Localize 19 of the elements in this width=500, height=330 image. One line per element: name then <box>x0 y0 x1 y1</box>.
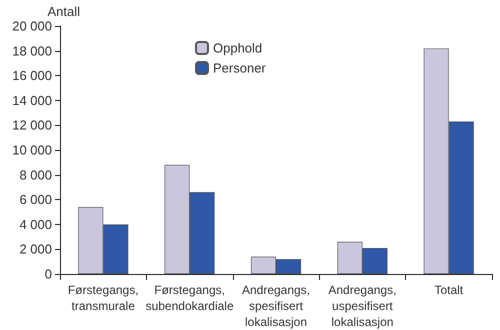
y-axis-title: Antall <box>47 4 80 19</box>
x-tick-label: Førstegangs, subendokardiale <box>146 283 234 313</box>
y-tick-label: 4 000 <box>19 216 52 232</box>
legend-label: Opphold <box>213 40 262 56</box>
y-tick-label: 14 000 <box>12 92 52 108</box>
y-tick-label: 12 000 <box>12 118 52 133</box>
y-tick-label: 6 000 <box>19 192 52 208</box>
y-tick-label: 8 000 <box>19 167 52 182</box>
y-tick-label: 20 000 <box>12 18 52 34</box>
y-tick-label: 0 <box>44 266 52 282</box>
y-tick-label: 16 000 <box>12 68 52 84</box>
x-tick-label: Andregangs, uspesifisert lokalisasjon <box>328 283 396 329</box>
y-tick-label: 10 000 <box>12 142 52 158</box>
x-tick-label: Førstegangs, transmurale <box>68 283 139 313</box>
y-tick-label: 2 000 <box>19 242 52 257</box>
x-tick-label: Totalt <box>434 283 464 297</box>
legend-label: Personer <box>213 60 266 76</box>
y-tick-label: 18 000 <box>12 43 52 58</box>
x-tick-label: Andregangs, spesifisert lokalisasjon <box>242 283 310 329</box>
